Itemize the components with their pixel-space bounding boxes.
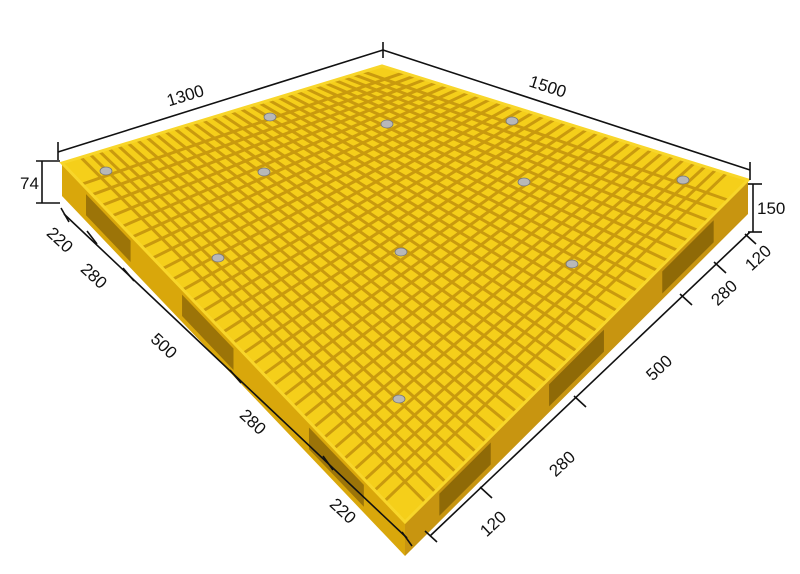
- grid-rib: [324, 81, 689, 242]
- dim-height-right: 150: [757, 199, 785, 218]
- bolt: [99, 166, 113, 176]
- grid-rib: [272, 135, 609, 386]
- dim-height-left: 74: [20, 174, 39, 193]
- dim-top-left: 1300: [165, 81, 207, 110]
- dim-right-5: 120: [741, 241, 775, 274]
- grid-rib: [343, 158, 685, 460]
- bolt: [394, 247, 408, 257]
- pallet: [59, 64, 751, 556]
- side-opening: [439, 442, 491, 516]
- grid-rib: [283, 138, 620, 397]
- dim-right-4: 280: [707, 276, 741, 309]
- dim-top-right: 1500: [527, 72, 569, 102]
- dim-left-3: 500: [147, 329, 181, 362]
- bolt: [676, 175, 690, 185]
- grid-rib: [296, 90, 658, 272]
- grid-rib: [303, 145, 642, 418]
- grid-rib: [277, 96, 638, 292]
- side-opening: [549, 329, 604, 407]
- bolt: [392, 394, 406, 404]
- dimension-lines: [36, 42, 762, 547]
- side-opening: [182, 294, 234, 370]
- dim-right-2: 280: [545, 447, 579, 480]
- grid-rib: [249, 104, 608, 323]
- dim-right-1: 120: [476, 507, 510, 540]
- pallet-bolts: [99, 112, 690, 404]
- pallet-rim: [59, 64, 751, 525]
- grid-rib: [315, 84, 679, 252]
- grid-rib: [353, 162, 696, 471]
- grid-rib: [333, 155, 674, 450]
- bolt: [565, 259, 579, 269]
- dim-left-2: 280: [77, 259, 111, 292]
- grid-rib: [353, 73, 719, 212]
- grid-rib: [242, 125, 577, 355]
- side-opening: [86, 194, 131, 262]
- grid-rib: [293, 141, 631, 408]
- pallet-side-openings: [86, 194, 714, 516]
- grid-rib: [287, 93, 648, 282]
- grid-rib: [232, 121, 566, 344]
- grid-rib: [268, 98, 628, 303]
- grid-rib: [258, 101, 618, 313]
- grid-rib: [240, 107, 598, 333]
- bolt: [257, 167, 271, 177]
- grid-rib: [334, 78, 699, 232]
- dim-left-4: 280: [236, 405, 270, 438]
- grid-rib: [373, 168, 717, 492]
- grid-rib: [230, 110, 588, 343]
- bolt: [211, 253, 225, 263]
- pallet-grid: [79, 70, 729, 503]
- bolt: [517, 177, 531, 187]
- grid-rib: [262, 131, 599, 376]
- side-opening: [308, 427, 364, 507]
- grid-rib: [252, 128, 588, 365]
- grid-rib: [323, 152, 663, 439]
- grid-rib: [362, 70, 729, 202]
- bolt: [263, 112, 277, 122]
- bolt: [380, 119, 394, 129]
- grid-rib: [343, 76, 709, 222]
- side-opening: [662, 220, 714, 294]
- grid-rib: [363, 165, 706, 481]
- dim-left-1: 220: [43, 223, 77, 256]
- grid-rib: [306, 87, 668, 262]
- grid-rib: [313, 148, 653, 429]
- dim-right-3: 500: [642, 351, 676, 384]
- grid-rib: [383, 172, 728, 502]
- bolt: [505, 116, 519, 126]
